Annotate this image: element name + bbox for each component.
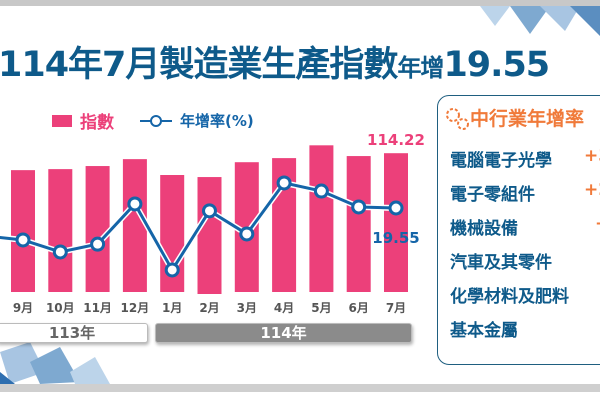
growth-point-4月 bbox=[276, 175, 292, 191]
decorative-diamonds-top-right bbox=[480, 6, 600, 36]
legend-index-label: 指數 bbox=[80, 113, 114, 133]
bar-7月 bbox=[384, 153, 408, 292]
title-small: 年增 bbox=[397, 54, 444, 82]
growth-point-6月 bbox=[351, 199, 367, 215]
last-growth-data-label: 19.55 bbox=[372, 229, 419, 247]
growth-point-11月 bbox=[90, 236, 106, 252]
bar-11月 bbox=[85, 166, 110, 292]
bar-5月 bbox=[309, 145, 334, 292]
bar-6月 bbox=[346, 156, 371, 292]
decorative-diamonds-bottom-left bbox=[0, 342, 110, 384]
bar-2月 bbox=[197, 177, 222, 294]
growth-point-1月 bbox=[164, 262, 180, 278]
industry-growth-panel: 中行業年增率 電腦電子光學 +3 電子零組件 +2 機械設備 + 汽車及其零件化學材料及肥料… bbox=[437, 95, 600, 365]
industry-growth-value: +2 bbox=[584, 180, 600, 200]
x-tick-label: 7月 bbox=[386, 301, 406, 315]
year-group-113: 113年 bbox=[0, 323, 148, 343]
bottom-border bbox=[0, 384, 600, 392]
top-border bbox=[0, 0, 600, 6]
page-title: 114年7月製造業生產指數年增19.55 bbox=[0, 36, 550, 87]
x-tick-label: 4月 bbox=[274, 301, 294, 315]
bar-12月 bbox=[122, 159, 147, 292]
growth-point-10月 bbox=[52, 244, 68, 260]
industry-label: 化學材料及肥料 bbox=[450, 287, 569, 307]
industry-label: 機械設備 bbox=[450, 219, 518, 239]
panel-title: 中行業年增率 bbox=[470, 108, 585, 130]
growth-point-7月 bbox=[388, 200, 404, 216]
industry-row: 機械設備 + bbox=[450, 214, 600, 239]
x-tick-label: 2月 bbox=[199, 301, 219, 315]
chart-area: 9月 10月 11月 12月 1月 2月 3月 4月 5月 6月 7月 114.22 19.55 bbox=[0, 131, 425, 315]
x-tick-label: 5月 bbox=[311, 301, 331, 315]
industry-row: 電子零組件 +2 bbox=[450, 180, 600, 205]
growth-point-5月 bbox=[313, 183, 329, 199]
x-tick-label: 10月 bbox=[46, 301, 75, 315]
bar-9月 bbox=[11, 170, 35, 292]
year-group-114: 114年 bbox=[155, 323, 412, 343]
industry-label: 電腦電子光學 bbox=[450, 151, 552, 171]
growth-point-3月 bbox=[239, 226, 255, 242]
industry-row: 化學材料及肥料 bbox=[450, 282, 569, 307]
x-tick-label: 12月 bbox=[121, 301, 150, 315]
industry-label: 汽車及其零件 bbox=[450, 253, 552, 273]
growth-point-2月 bbox=[202, 203, 217, 219]
x-tick-label: 3月 bbox=[237, 301, 257, 315]
x-tick-label: 9月 bbox=[13, 301, 33, 315]
legend-line-marker-icon bbox=[140, 114, 172, 127]
industry-row: 汽車及其零件 bbox=[450, 248, 552, 273]
legend-growth-label: 年增率(%) bbox=[180, 112, 254, 130]
bar-10月 bbox=[48, 169, 73, 292]
legend-bar-swatch bbox=[52, 114, 72, 127]
industry-growth-value: +3 bbox=[584, 146, 600, 166]
title-date: 114年7月 bbox=[0, 45, 160, 85]
industry-row: 電腦電子光學 +3 bbox=[450, 146, 600, 171]
title-main: 製造業生產指數 bbox=[159, 45, 398, 85]
industry-label: 電子零組件 bbox=[450, 185, 535, 205]
x-tick-label: 11月 bbox=[83, 301, 112, 315]
gear-icon bbox=[446, 108, 469, 130]
x-tick-label: 1月 bbox=[162, 301, 182, 315]
chart-legend: 指數 年增率(%) bbox=[52, 108, 254, 133]
industry-growth-value: + bbox=[595, 214, 600, 234]
last-index-data-label: 114.22 bbox=[367, 131, 425, 149]
industry-label: 基本金屬 bbox=[450, 321, 518, 341]
title-value: 19.55 bbox=[443, 45, 550, 85]
industry-row: 基本金屬 bbox=[450, 316, 518, 341]
x-tick-label: 6月 bbox=[349, 301, 369, 315]
growth-point-9月 bbox=[15, 232, 31, 248]
growth-point-12月 bbox=[127, 196, 143, 212]
